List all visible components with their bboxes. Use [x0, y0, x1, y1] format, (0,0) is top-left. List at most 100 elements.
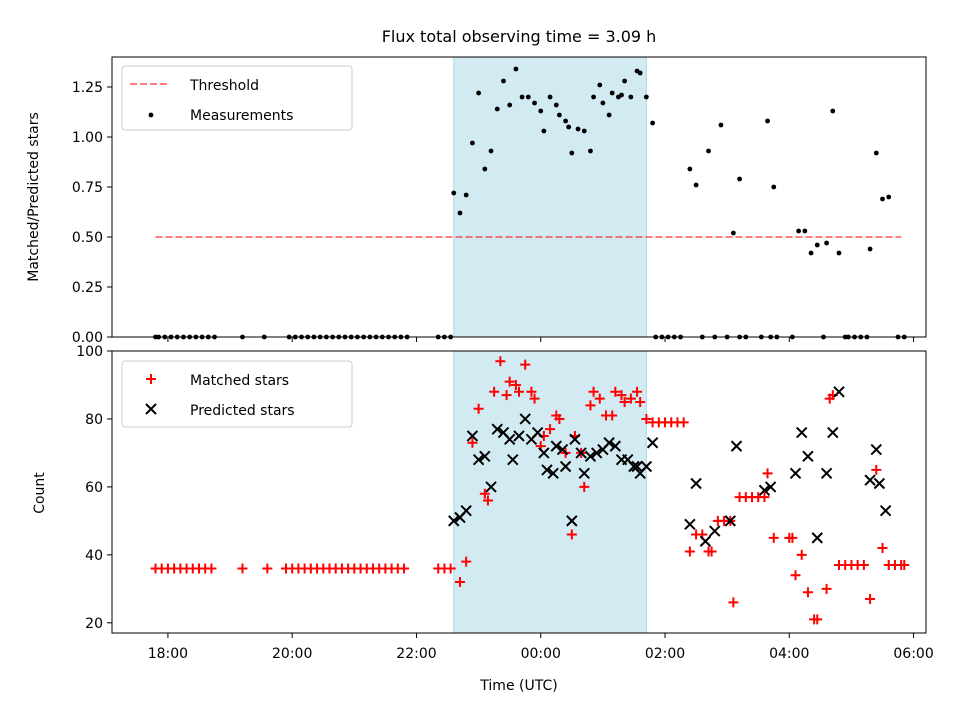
top-y-tick-label: 0.25	[72, 280, 103, 296]
top-axes-frame	[111, 56, 927, 338]
predicted-star-marker	[730, 440, 743, 452]
predicted-star-marker	[646, 437, 659, 449]
measurement-point	[609, 90, 615, 96]
predicted-star-marker	[684, 518, 696, 530]
matched-star-marker	[473, 403, 484, 414]
bottom-y-axis-label: Count	[32, 472, 48, 514]
predicted-star-marker	[538, 447, 550, 459]
predicted-star-marker	[550, 440, 562, 452]
threshold-legend-label: Threshold	[189, 78, 259, 94]
bottom-highlight-band	[453, 350, 647, 634]
predicted-star-marker	[796, 426, 808, 439]
matched-star-marker	[865, 594, 876, 605]
matched-star-marker	[706, 546, 717, 557]
matched-star-marker	[619, 396, 630, 407]
measurement-point	[867, 246, 873, 252]
top-y-tick-label: 0.75	[72, 180, 103, 196]
predicted-star-marker	[466, 430, 479, 442]
measurement-point	[606, 112, 612, 118]
predicted-star-marker	[811, 532, 823, 544]
measurement-point	[796, 228, 802, 234]
predicted-star-marker	[479, 450, 491, 463]
matched-star-marker	[610, 386, 621, 397]
measurement-point	[488, 148, 494, 154]
matched-star-marker	[579, 481, 590, 492]
measurement-point	[591, 94, 596, 100]
measurement-point	[476, 90, 482, 96]
measurement-point	[519, 94, 525, 100]
predicted-star-marker	[559, 460, 572, 473]
predicted-star-marker	[513, 430, 525, 442]
matched-star-marker	[445, 563, 456, 574]
matched-star-marker	[635, 396, 646, 407]
matched-star-marker	[399, 563, 410, 574]
matched-star-marker	[585, 400, 596, 411]
matched-legend-label: Matched stars	[190, 373, 289, 389]
measurement-point	[575, 126, 581, 132]
matched-star-marker	[495, 356, 506, 367]
measurement-point	[687, 166, 693, 172]
predicted-star-marker	[472, 454, 485, 466]
measurement-point	[457, 210, 463, 216]
top-legend-box	[121, 65, 353, 131]
matched-star-marker	[759, 492, 770, 503]
bottom-axes-frame	[111, 350, 927, 634]
x-tick-label: 18:00	[148, 646, 188, 662]
predicted-star-marker	[575, 447, 587, 459]
matched-star-marker	[787, 532, 798, 543]
measurement-point	[886, 194, 892, 200]
bottom-legend: Matched stars Predicted stars	[121, 360, 353, 428]
measurement-point	[643, 94, 649, 100]
predicted-star-marker	[541, 464, 553, 476]
predicted-star-marker	[566, 515, 578, 527]
predicted-star-marker	[556, 443, 569, 456]
measurement-point	[563, 118, 569, 124]
matched-star-marker	[790, 570, 801, 581]
matched-star-marker	[899, 560, 910, 571]
bottom-y-tick-label: 20	[85, 616, 103, 632]
matched-star-marker	[467, 437, 478, 448]
predicted-star-marker	[448, 515, 460, 527]
matched-star-marker	[632, 386, 643, 397]
predicted-star-marker	[820, 467, 833, 480]
predicted-star-marker	[764, 481, 777, 493]
measurement-point	[597, 82, 603, 88]
top-highlight-band-group	[453, 56, 647, 338]
predicted-legend-swatch	[145, 403, 157, 415]
matched-star-marker	[594, 393, 605, 404]
predicted-star-marker	[531, 426, 544, 439]
matched-star-marker	[812, 614, 823, 625]
matched-star-marker	[566, 529, 577, 540]
predicted-star-marker	[758, 484, 771, 497]
predicted-star-marker	[503, 433, 516, 446]
measurement-point	[532, 100, 537, 106]
measurement-point	[637, 70, 643, 76]
matched-legend-swatch	[146, 374, 156, 384]
x-tick-label: 00:00	[521, 646, 561, 662]
matched-star-marker	[529, 393, 540, 404]
matched-star-marker	[625, 393, 636, 404]
matched-star-marker	[526, 386, 537, 397]
measurement-point	[566, 124, 572, 130]
top-highlight-band	[453, 56, 647, 338]
matched-star-marker	[510, 379, 521, 390]
top-y-axis-label: Matched/Predicted stars	[26, 112, 42, 282]
bottom-y-tick-label: 80	[85, 412, 103, 428]
predicted-star-marker	[864, 474, 876, 486]
measurement-point	[507, 102, 513, 108]
predicted-star-marker	[590, 447, 603, 459]
matched-star-marker	[684, 546, 695, 557]
predicted-star-marker	[724, 515, 736, 527]
top-y-tick-label: 0.00	[72, 330, 103, 346]
matched-star-marker	[858, 560, 869, 571]
measurement-point	[814, 242, 820, 248]
predicted-star-marker	[578, 467, 590, 480]
matched-star-marker	[871, 464, 882, 475]
measurement-point	[588, 148, 593, 154]
predicted-star-marker	[873, 477, 886, 490]
matched-star-marker	[821, 583, 832, 594]
measurement-point	[451, 190, 457, 196]
matched-star-marker	[504, 376, 515, 387]
measurement-point	[880, 196, 885, 202]
measurement-point	[600, 100, 606, 106]
